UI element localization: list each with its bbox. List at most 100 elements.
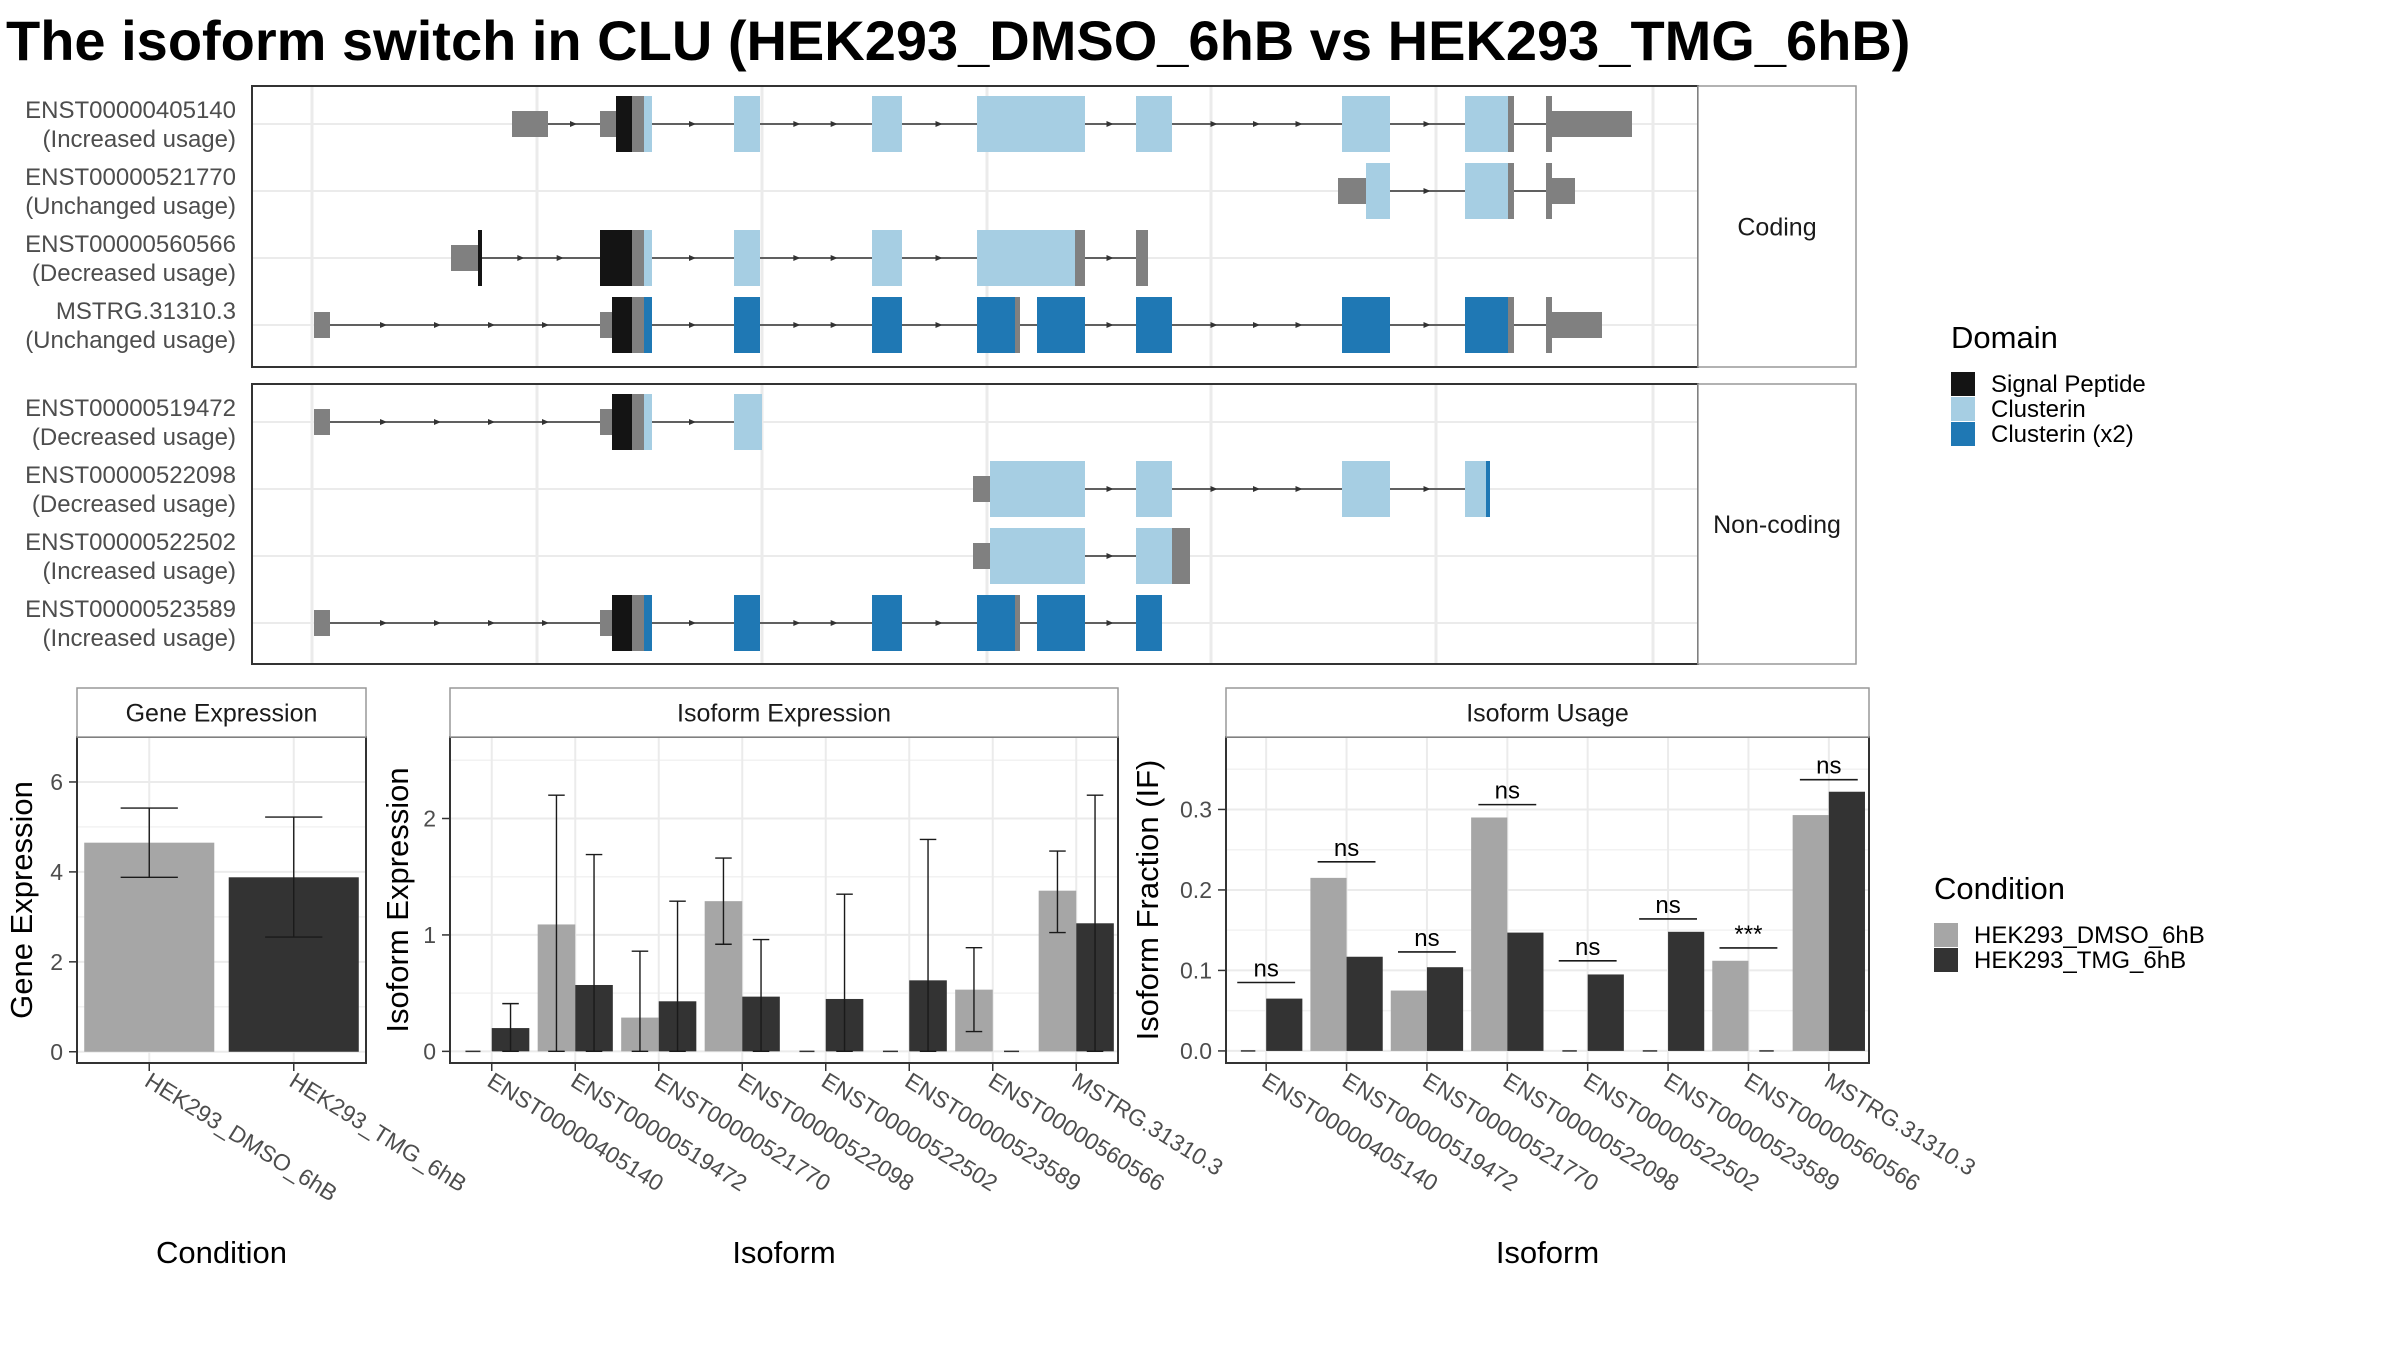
intron-arrow bbox=[793, 322, 801, 328]
exon-block bbox=[872, 230, 902, 286]
exon-block bbox=[1508, 163, 1514, 219]
intron-arrow bbox=[434, 620, 441, 626]
exon-block bbox=[1342, 96, 1390, 152]
exon-block bbox=[1486, 461, 1490, 517]
exon-block bbox=[314, 409, 330, 435]
exon-block bbox=[734, 394, 762, 450]
y-tick-label: 0.1 bbox=[1180, 957, 1212, 983]
significance-label: ns bbox=[1816, 753, 1841, 780]
intron-arrow bbox=[1295, 486, 1303, 492]
exon-block bbox=[451, 245, 478, 271]
intron-arrow bbox=[488, 322, 495, 328]
intron-arrow bbox=[542, 419, 549, 425]
transcript-usage-label: (Decreased usage) bbox=[32, 424, 236, 451]
intron-arrow bbox=[935, 255, 943, 261]
intron-arrow bbox=[1423, 486, 1431, 492]
intron-arrow bbox=[556, 255, 564, 261]
exon-block bbox=[977, 595, 1015, 651]
transcript-id-label: MSTRG.31310.3 bbox=[56, 298, 236, 325]
exon-block bbox=[644, 297, 652, 353]
intron-arrow bbox=[830, 620, 838, 626]
intron-arrow bbox=[542, 620, 549, 626]
intron-arrow bbox=[1423, 121, 1431, 127]
isoform-usage-chart: 0.00.10.20.3nsnsnsnsnsns***nsENST0000040… bbox=[1130, 687, 1980, 1270]
legend-title: Domain bbox=[1951, 320, 2058, 355]
intron-arrow bbox=[1253, 486, 1260, 492]
transcript-id-label: ENST00000522098 bbox=[25, 462, 236, 489]
bar bbox=[1346, 956, 1383, 1051]
y-axis-title: Isoform Expression bbox=[380, 767, 415, 1032]
chart-title: Isoform Expression bbox=[677, 700, 891, 728]
legend-label: Clusterin bbox=[1991, 396, 2086, 423]
x-axis-title: Isoform bbox=[732, 1235, 835, 1270]
chart-title: The isoform switch in CLU (HEK293_DMSO_6… bbox=[6, 9, 1911, 72]
exon-block bbox=[1465, 461, 1486, 517]
intron-arrow bbox=[380, 322, 387, 328]
significance-label: ns bbox=[1334, 835, 1359, 862]
transcript-usage-label: (Increased usage) bbox=[43, 625, 236, 652]
significance-label: ns bbox=[1254, 956, 1279, 983]
transcript-id-label: ENST00000522502 bbox=[25, 529, 236, 556]
exon-block bbox=[734, 297, 760, 353]
intron-arrow bbox=[793, 620, 801, 626]
y-axis-title: Gene Expression bbox=[4, 781, 39, 1019]
legend-title: Condition bbox=[1934, 871, 2065, 906]
exon-block bbox=[1136, 461, 1172, 517]
intron-arrow bbox=[1253, 121, 1260, 127]
bar bbox=[1828, 791, 1865, 1051]
exon-block bbox=[973, 476, 990, 502]
intron-arrow bbox=[830, 322, 838, 328]
legend-label: HEK293_DMSO_6hB bbox=[1974, 922, 2205, 949]
intron-arrow bbox=[1106, 121, 1114, 127]
panel-strip bbox=[1697, 383, 1857, 665]
exon-block bbox=[1546, 163, 1552, 219]
intron-arrow bbox=[488, 419, 495, 425]
chart-title: Gene Expression bbox=[126, 700, 318, 728]
transcript-id-label: ENST00000523589 bbox=[25, 596, 236, 623]
exon-block bbox=[990, 461, 1085, 517]
bar bbox=[1471, 817, 1508, 1051]
intron-arrow bbox=[689, 419, 696, 425]
intron-arrow bbox=[935, 620, 943, 626]
exon-block bbox=[1172, 528, 1190, 584]
exon-block bbox=[600, 312, 612, 338]
exon-block bbox=[616, 96, 632, 152]
exon-block bbox=[1552, 111, 1632, 137]
intron-arrow bbox=[1106, 255, 1114, 261]
intron-arrow bbox=[570, 121, 577, 127]
exon-block bbox=[1546, 297, 1552, 353]
intron-arrow bbox=[935, 322, 943, 328]
bar bbox=[1426, 967, 1464, 1051]
intron-arrow bbox=[1295, 322, 1303, 328]
exon-block bbox=[1508, 96, 1514, 152]
exon-block bbox=[1136, 230, 1148, 286]
exon-block bbox=[632, 394, 644, 450]
bar bbox=[1587, 974, 1624, 1051]
intron-arrow bbox=[380, 620, 387, 626]
transcript-id-label: ENST00000560566 bbox=[25, 231, 236, 258]
exon-block bbox=[632, 96, 644, 152]
x-axis-title: Isoform bbox=[1496, 1235, 1599, 1270]
exon-block bbox=[977, 297, 1015, 353]
exon-block bbox=[1465, 163, 1508, 219]
exon-block bbox=[1136, 528, 1172, 584]
exon-block bbox=[1037, 595, 1085, 651]
transcript-usage-label: (Unchanged usage) bbox=[25, 327, 236, 354]
intron-arrow bbox=[689, 121, 696, 127]
intron-arrow bbox=[689, 620, 696, 626]
legend-key bbox=[1951, 422, 1975, 446]
significance-label: ns bbox=[1575, 934, 1600, 961]
intron-arrow bbox=[1295, 121, 1303, 127]
exon-block bbox=[314, 312, 330, 338]
bar bbox=[1310, 877, 1347, 1051]
transcript-id-label: ENST00000519472 bbox=[25, 395, 236, 422]
exon-block bbox=[600, 409, 612, 435]
intron-arrow bbox=[689, 255, 696, 261]
exon-block bbox=[1546, 96, 1552, 152]
exon-block bbox=[632, 230, 644, 286]
intron-arrow bbox=[830, 121, 838, 127]
exon-block bbox=[644, 394, 652, 450]
